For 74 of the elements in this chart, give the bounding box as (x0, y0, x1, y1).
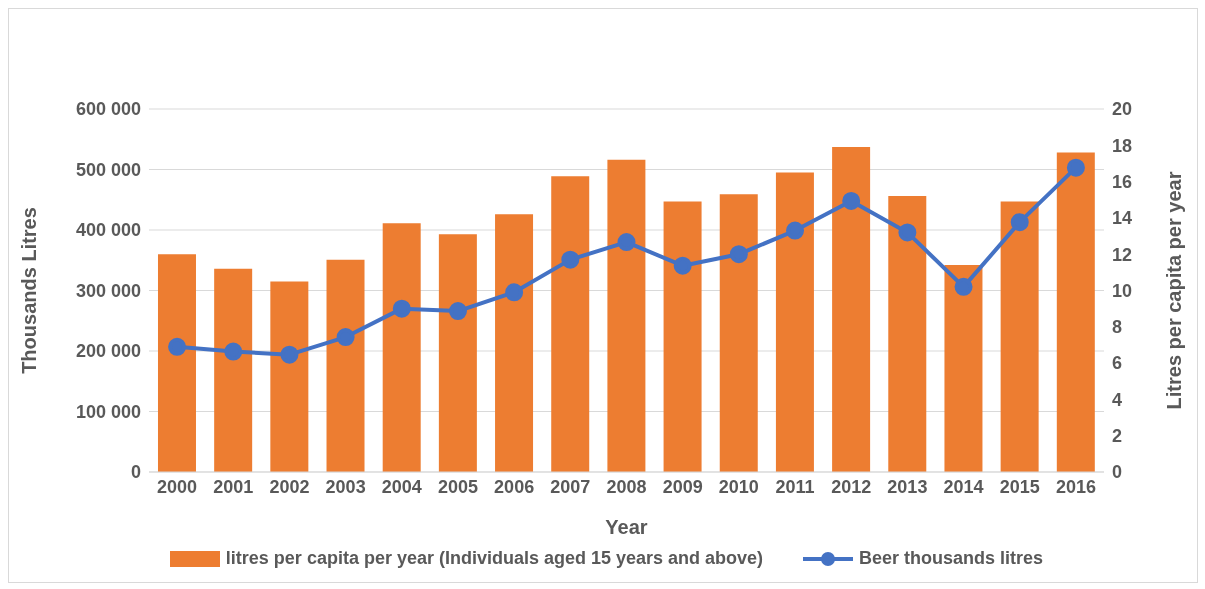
point (898, 223, 917, 242)
point (505, 283, 524, 302)
bar (663, 201, 702, 472)
y2-tick-label: 12 (1112, 244, 1133, 265)
x-tick-label: 2002 (269, 476, 310, 497)
bar (832, 147, 871, 472)
x-tick-label: 2009 (662, 476, 703, 497)
x-tick-label: 2014 (943, 476, 984, 497)
x-tick-label: 2000 (157, 476, 198, 497)
point (280, 345, 299, 364)
bar (944, 265, 983, 472)
bar (270, 281, 309, 472)
legend-label: Beer thousands litres (858, 548, 1044, 569)
bar (607, 159, 646, 472)
y2-tick-label: 16 (1112, 171, 1133, 192)
y-tick-label: 0 (130, 462, 141, 483)
bar (495, 214, 534, 472)
bar (326, 259, 365, 472)
point (673, 256, 692, 275)
x-tick-label: 2003 (325, 476, 366, 497)
y2-tick-label: 4 (1112, 389, 1123, 410)
bar (1056, 152, 1095, 472)
x-tick-label: 2010 (718, 476, 759, 497)
point (954, 277, 973, 296)
y2-tick-label: 10 (1112, 280, 1133, 301)
y-tick-label: 500 000 (75, 159, 141, 180)
y2-tick-label: 2 (1112, 426, 1123, 447)
x-tick-label: 2011 (775, 476, 815, 497)
point (448, 302, 467, 321)
point (168, 337, 187, 356)
y2-tick-label: 14 (1112, 208, 1133, 229)
bar (382, 223, 421, 472)
x-tick-label: 2004 (381, 476, 422, 497)
point (224, 342, 243, 361)
y-tick-label: 400 000 (75, 220, 141, 241)
bar (719, 194, 758, 472)
y-tick-label: 600 000 (75, 99, 141, 120)
x-tick-label: 2016 (1055, 476, 1096, 497)
x-tick-label: 2015 (999, 476, 1040, 497)
x-tick-label: 2001 (213, 476, 254, 497)
y2-tick-label: 20 (1112, 99, 1133, 120)
y2-axis-title: Litres per capita per year (1163, 171, 1186, 410)
y-tick-label: 200 000 (75, 341, 141, 362)
point (561, 250, 580, 269)
bar (438, 234, 477, 472)
point (786, 221, 805, 240)
bar (1000, 201, 1039, 472)
x-tick-label: 2005 (437, 476, 478, 497)
point (336, 328, 355, 347)
point (729, 245, 748, 264)
legend-label: litres per capita per year (Individuals aged 15 years and above) (224, 548, 764, 569)
bar (157, 254, 196, 472)
point (842, 191, 861, 210)
x-tick-label: 2007 (550, 476, 591, 497)
point (1066, 158, 1085, 177)
point (1010, 213, 1029, 232)
point (617, 233, 636, 252)
y2-tick-label: 0 (1112, 462, 1123, 483)
x-tick-label: 2013 (887, 476, 928, 497)
bar (214, 268, 253, 472)
y-axis-title: Thousands Litres (18, 207, 41, 374)
bar (775, 172, 814, 472)
y-tick-label: 100 000 (75, 401, 141, 422)
y-tick-label: 300 000 (75, 280, 141, 301)
y2-tick-label: 8 (1112, 317, 1123, 338)
x-axis-title: Year (605, 516, 648, 538)
x-tick-label: 2006 (494, 476, 535, 497)
x-tick-label: 2008 (606, 476, 647, 497)
bar (551, 176, 590, 472)
y2-tick-label: 6 (1112, 353, 1123, 374)
bar (888, 196, 927, 472)
point (392, 299, 411, 318)
y2-tick-label: 18 (1112, 135, 1133, 156)
x-tick-label: 2012 (831, 476, 872, 497)
